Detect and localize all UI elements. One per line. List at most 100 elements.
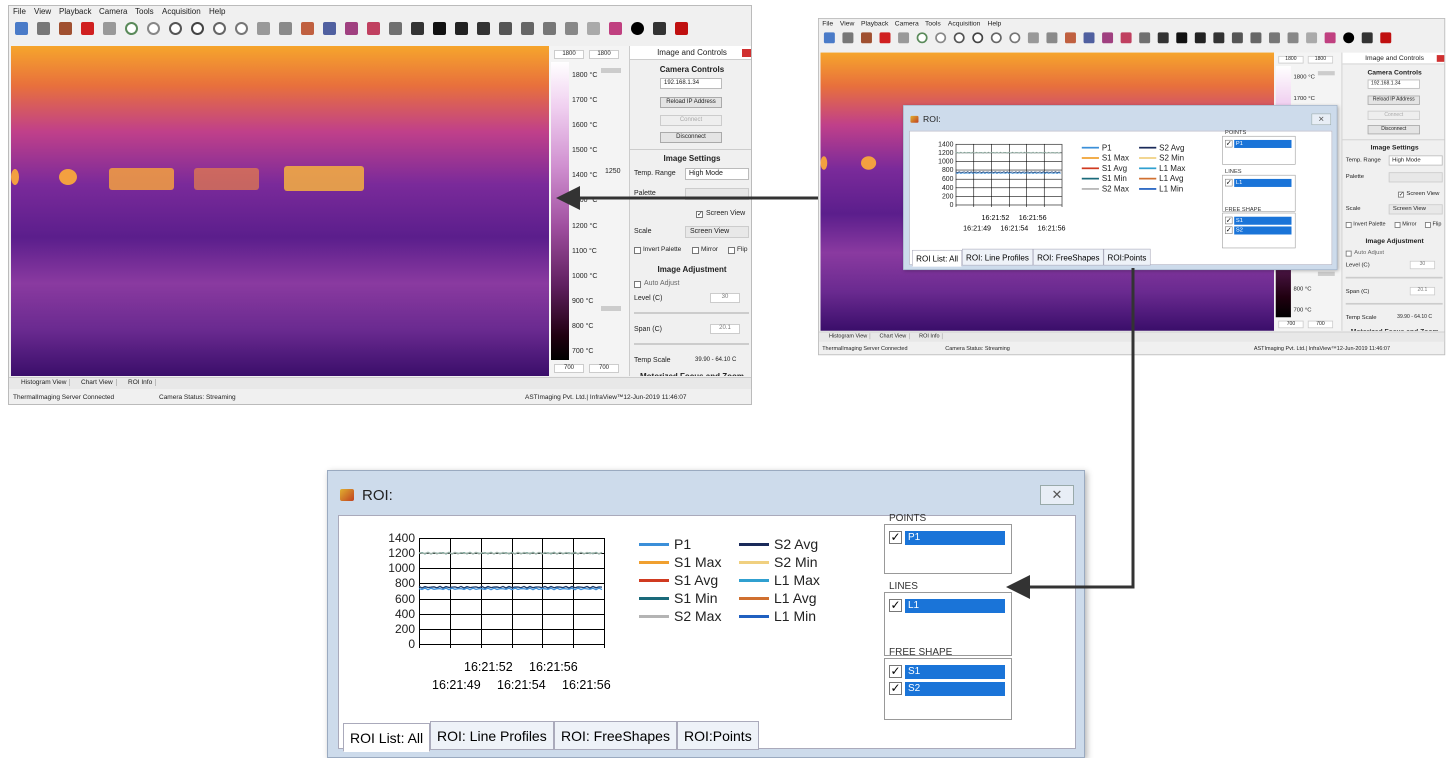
tab[interactable]: ROI List: All — [912, 249, 963, 267]
legend-label: L1 Max — [774, 572, 820, 588]
toolbar-icon — [1324, 32, 1336, 44]
x-tick-label: 16:21:49 — [963, 224, 992, 233]
list-item-selected: S2 — [1234, 226, 1292, 235]
menu-item: Playback — [860, 19, 889, 28]
legend-swatch — [739, 561, 769, 564]
checkbox: ✓ — [1225, 225, 1233, 234]
label: Invert Palette — [1353, 221, 1386, 228]
section-title: Camera Controls — [1367, 68, 1422, 77]
toolbar-icon — [935, 32, 947, 44]
separator — [630, 149, 751, 150]
toolbar-icon — [587, 22, 600, 35]
grid-line — [1026, 143, 1027, 207]
group-title: FREE SHAPE — [889, 647, 953, 658]
legend-label: P1 — [1101, 142, 1112, 152]
toolbar-icon — [455, 22, 468, 35]
button: Reload IP Address — [1367, 95, 1420, 105]
y-tick-label: 1200 — [388, 546, 415, 561]
label: Temp. Range — [1345, 157, 1381, 163]
toolbar-icon — [59, 22, 72, 35]
grid-line — [1044, 143, 1045, 207]
scale-mid: 1250 — [605, 168, 621, 175]
tab[interactable]: ROI:Points — [1103, 248, 1151, 266]
label: Span (C) — [1345, 288, 1370, 295]
dropdown: High Mode — [685, 168, 749, 180]
scale-label: 1600 °C — [572, 122, 598, 130]
toolbar-icon — [1027, 32, 1039, 44]
toolbar-icon — [565, 22, 578, 35]
section-title: Image Adjustment — [657, 265, 727, 274]
x-tick-label: 16:21:56 — [1018, 213, 1047, 222]
y-tick-label: 1400 — [388, 531, 415, 545]
legend-swatch — [639, 561, 669, 564]
window-icon — [910, 115, 919, 123]
scale-label: 1500 °C — [572, 147, 598, 155]
legend-swatch — [739, 579, 769, 582]
dropdown: High Mode — [1388, 155, 1443, 166]
menu-item: Playback — [59, 7, 92, 16]
toolbar-icon — [1213, 32, 1225, 44]
checkbox: ✓ — [889, 598, 902, 612]
slider — [634, 312, 749, 314]
menu-item: Acquisition — [162, 7, 201, 16]
separator — [1342, 139, 1445, 141]
legend-label: S2 Max — [1101, 184, 1130, 194]
menu-item: View — [839, 19, 855, 28]
tab[interactable]: ROI List: All — [343, 723, 431, 752]
tab[interactable]: ROI: Line Profiles — [430, 721, 554, 750]
toolbar-icon — [1046, 32, 1058, 44]
number-box: 20.1 — [1409, 286, 1436, 296]
section-title: Motorized Focus and Zoom — [1342, 327, 1444, 330]
grid-line — [955, 161, 1062, 162]
tab[interactable]: ROI:Points — [677, 721, 759, 750]
grid-line — [955, 152, 1062, 154]
legend-swatch — [1081, 188, 1099, 190]
tab[interactable]: ROI: FreeShapes — [554, 721, 677, 750]
checkbox: ✓ — [1225, 216, 1233, 225]
group-title: POINTS — [1225, 129, 1247, 136]
legend-label: L1 Avg — [1159, 173, 1184, 183]
dropdown — [1388, 172, 1443, 183]
label: Palette — [1345, 173, 1365, 180]
button: Disconnect — [1367, 125, 1420, 135]
toolbar-icon — [631, 22, 644, 35]
y-tick-label: 1200 — [938, 148, 954, 157]
list-item-selected: L1 — [905, 599, 1005, 613]
legend-swatch — [739, 615, 769, 618]
number-box: 30 — [1409, 260, 1436, 270]
toolbar-icon — [1139, 32, 1151, 44]
legend-swatch — [1081, 177, 1099, 180]
status-text: ASTImaging Pvt. Ltd.| InfraView™12-Jun-2… — [525, 394, 687, 401]
group-title: POINTS — [889, 513, 927, 524]
y-tick-label: 1400 — [938, 139, 954, 148]
y-tick-label: 0 — [408, 637, 415, 651]
group-title: LINES — [889, 581, 918, 592]
grid-line — [449, 538, 451, 648]
checkbox: ✓ — [1225, 139, 1233, 148]
tab: Chart View — [73, 379, 117, 386]
status-text: ASTImaging Pvt. Ltd.| InfraView™12-Jun-2… — [1253, 345, 1390, 352]
tab[interactable]: ROI: Line Profiles — [962, 248, 1033, 266]
control-panel: Image and Controls Camera Controls 192.168… — [629, 46, 751, 376]
checkbox — [728, 247, 735, 254]
grid-line — [991, 143, 992, 207]
close-button — [742, 49, 751, 57]
label: Mirror — [1402, 221, 1417, 228]
chart-line — [955, 151, 1061, 154]
toolbar-icon — [1009, 32, 1021, 44]
window-title: ROI: — [362, 487, 393, 504]
legend-label: L1 Min — [1159, 184, 1184, 194]
legend-label: S2 Avg — [774, 536, 819, 552]
tab[interactable]: ROI: FreeShapes — [1033, 248, 1104, 266]
y-tick-label: 600 — [941, 174, 954, 183]
hot-region — [59, 169, 77, 185]
y-tick-label: 200 — [941, 192, 954, 201]
close-button — [1436, 55, 1445, 62]
status-text: Camera Status: Streaming — [945, 345, 1010, 352]
y-tick-label: 400 — [941, 183, 954, 192]
colorbar — [551, 62, 569, 360]
checkbox — [634, 281, 641, 288]
x-tick-label: 16:21:56 — [1037, 224, 1066, 233]
legend-swatch — [639, 597, 669, 600]
hot-region — [284, 166, 364, 191]
